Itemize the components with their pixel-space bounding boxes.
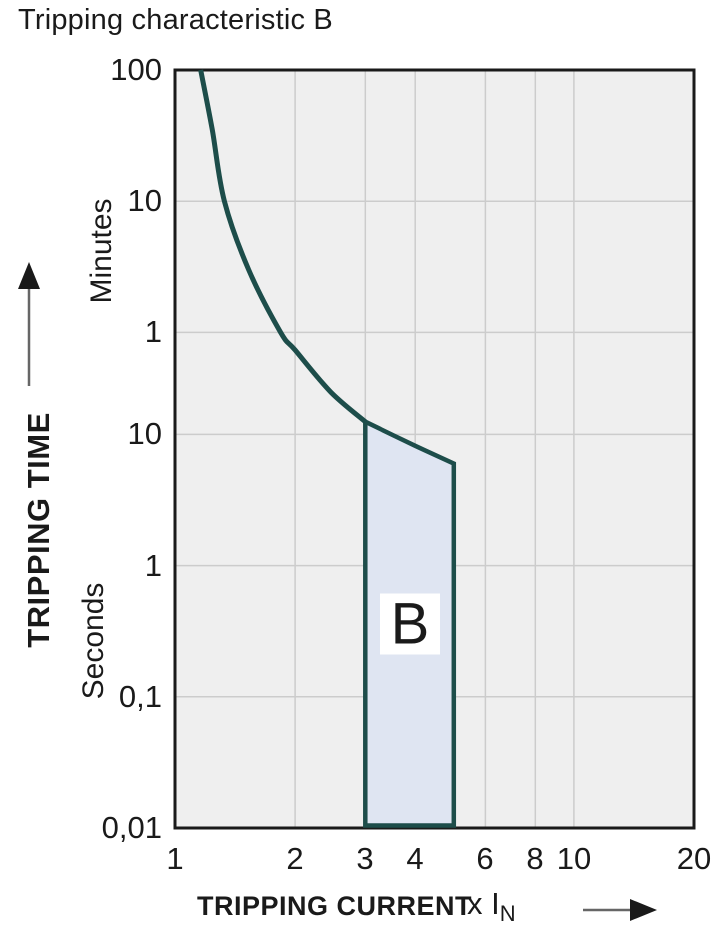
x-tick-label: 1 (166, 841, 184, 876)
x-axis-multiplier: x IN (467, 886, 516, 927)
x-tick-label: 6 (476, 841, 494, 876)
x-tick-label: 20 (676, 841, 712, 876)
x-tick-label: 2 (286, 841, 304, 876)
plot-frame (173, 68, 696, 830)
y-tick-label: 100 (110, 52, 162, 87)
y-axis-tick-labels: 100 10 1 10 1 0,1 0,01 (0, 0, 162, 938)
x-axis-title: TRIPPING CURRENT (197, 891, 473, 921)
up-arrow-icon (18, 262, 40, 386)
band-label-box: B (380, 591, 440, 656)
x-tick-label: 10 (556, 841, 592, 876)
chart-title: Tripping characteristic B (18, 4, 333, 36)
band-label: B (390, 591, 430, 656)
x-axis-tick-labels: 1 2 3 4 6 8 10 20 (166, 841, 711, 881)
y-tick-label: 0,1 (118, 679, 162, 714)
y-tick-label: 1 (144, 314, 162, 349)
right-arrow-icon (583, 899, 657, 921)
x-tick-label: 3 (356, 841, 374, 876)
tripping-curve (198, 69, 367, 424)
plot-area (173, 68, 696, 830)
current-symbol: I (491, 886, 500, 921)
y-tick-label: 1 (144, 548, 162, 583)
y-tick-label: 10 (127, 416, 162, 451)
x-tick-label: 4 (406, 841, 424, 876)
x-tick-label: 8 (526, 841, 544, 876)
multiplier-x: x (467, 886, 483, 921)
y-tick-label: 10 (127, 183, 162, 218)
y-tick-label: 0,01 (101, 810, 162, 845)
current-symbol-subscript: N (499, 901, 516, 927)
